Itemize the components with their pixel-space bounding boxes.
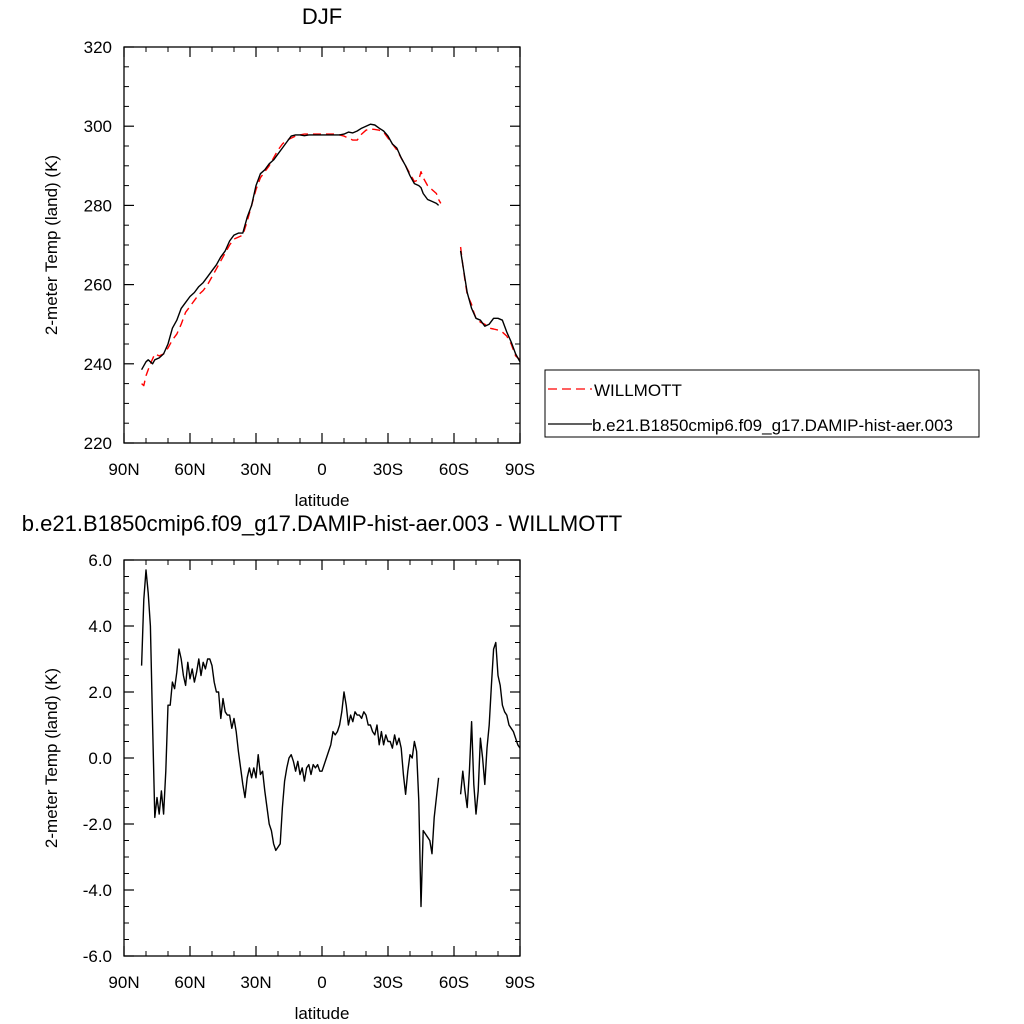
bottom-y-tick-label: 6.0 [88,551,112,570]
legend-box [544,369,980,438]
top-x-tick-label: 90S [505,460,535,479]
top-x-axis-label: latitude [295,491,350,510]
bottom-plot-frame [123,559,521,957]
top-y-tick-label: 260 [84,276,112,295]
top-y-tick-label: 280 [84,196,112,215]
bottom-y-tick-label: -6.0 [83,947,112,966]
top-plot-frame [123,46,521,444]
bottom-y-tick-label: -2.0 [83,815,112,834]
top-x-tick-label: 0 [317,460,326,479]
legend-label-willmott: WILLMOTT [594,381,682,400]
bottom-series-0-line-segment-1 [459,641,521,815]
bottom-y-tick-label: 4.0 [88,617,112,636]
bottom-series-0-line-segment-0 [140,569,440,908]
top-plot-area: 220 240 260 280 300 320 90N 60N 30N 0 30S 60S 90S [84,38,536,479]
bottom-x-tick-label: 30S [373,973,403,992]
bottom-y-tick-label: -4.0 [83,881,112,900]
top-x-tick-label: 60S [439,460,469,479]
top-y-tick-label: 240 [84,355,112,374]
top-x-tick-label: 30S [373,460,403,479]
top-chart-title: DJF [302,4,342,29]
top-x-tick-label: 90N [108,460,139,479]
bottom-chart-title: b.e21.B1850cmip6.f09_g17.DAMIP-hist-aer.… [22,511,622,536]
bottom-y-axis-label: 2-meter Temp (land) (K) [42,668,61,848]
bottom-plot-area: -6.0 -4.0 -2.0 0.0 2.0 4.0 6.0 90N 60N 30N 0 30S 60S… [83,551,535,992]
bottom-x-tick-label: 60S [439,973,469,992]
top-y-axis-label: 2-meter Temp (land) (K) [42,155,61,335]
top-y-tick-label: 220 [84,434,112,453]
top-panel: DJF 220 240 260 280 300 320 90N 60N 30N 0 30S 60S 90… [42,4,980,510]
bottom-x-axis-label: latitude [295,1004,350,1023]
bottom-x-tick-label: 30N [240,973,271,992]
top-x-tick-label: 60N [174,460,205,479]
bottom-x-tick-label: 0 [317,973,326,992]
legend: WILLMOTT b.e21.B1850cmip6.f09_g17.DAMIP-… [544,369,980,438]
bottom-y-tick-label: 0.0 [88,749,112,768]
top-series-1-line-segment-0 [140,123,440,371]
top-x-tick-label: 30N [240,460,271,479]
bottom-x-tick-label: 60N [174,973,205,992]
bottom-y-tick-label: 2.0 [88,683,112,702]
top-y-tick-label: 300 [84,117,112,136]
top-series-0-line-segment-0 [141,128,442,387]
top-y-tick-label: 320 [84,38,112,57]
legend-label-model: b.e21.B1850cmip6.f09_g17.DAMIP-hist-aer.… [592,416,953,435]
top-series-1-line-segment-1 [459,250,521,363]
bottom-x-tick-label: 90N [108,973,139,992]
bottom-x-tick-label: 90S [505,973,535,992]
bottom-panel: b.e21.B1850cmip6.f09_g17.DAMIP-hist-aer.… [22,511,622,1023]
